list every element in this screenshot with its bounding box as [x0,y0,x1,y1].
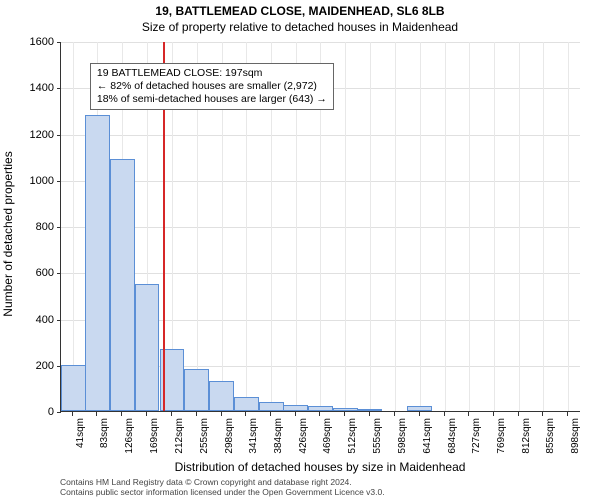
xtick-label: 426sqm [298,418,309,454]
xtick-label: 169sqm [149,418,160,454]
xtick-label: 641sqm [422,418,433,454]
ytick-mark [57,88,61,89]
xtick-label: 855sqm [545,418,556,454]
plot-area: 19 BATTLEMEAD CLOSE: 197sqm← 82% of deta… [60,42,580,412]
xtick-label: 512sqm [347,418,358,454]
histogram-bar [333,408,358,411]
ytick-label: 600 [18,267,54,279]
xtick-mark [245,412,246,416]
xtick-mark [394,412,395,416]
xtick-label: 341sqm [248,418,259,454]
xtick-mark [369,412,370,416]
xtick-label: 898sqm [570,418,581,454]
chart-area: 19 BATTLEMEAD CLOSE: 197sqm← 82% of deta… [60,42,580,412]
x-axis-label: Distribution of detached houses by size … [60,460,580,474]
attribution-line-2: Contains public sector information licen… [60,488,580,498]
xtick-label: 684sqm [447,418,458,454]
gridline-vertical [395,42,396,411]
ytick-mark [57,135,61,136]
histogram-bar [110,159,135,411]
attribution-text: Contains HM Land Registry data © Crown c… [60,478,580,498]
xtick-label: 126sqm [124,418,135,454]
y-axis-label: Number of detached properties [1,151,15,316]
xtick-label: 212sqm [174,418,185,454]
xtick-label: 83sqm [99,418,110,448]
xtick-mark [221,412,222,416]
annotation-line: ← 82% of detached houses are smaller (2,… [97,80,327,93]
histogram-bar [184,369,209,411]
chart-title-main: 19, BATTLEMEAD CLOSE, MAIDENHEAD, SL6 8L… [0,0,600,18]
xtick-mark [196,412,197,416]
ytick-mark [57,320,61,321]
xtick-label: 255sqm [199,418,210,454]
ytick-label: 1600 [18,36,54,48]
annotation-line: 18% of semi-detached houses are larger (… [97,93,327,106]
ytick-label: 400 [18,314,54,326]
xtick-mark [518,412,519,416]
histogram-bar [234,397,259,411]
xtick-mark [171,412,172,416]
ytick-mark [57,273,61,274]
annotation-box: 19 BATTLEMEAD CLOSE: 197sqm← 82% of deta… [90,63,334,110]
xtick-label: 769sqm [496,418,507,454]
histogram-bar [61,365,86,411]
xtick-mark [542,412,543,416]
histogram-bar [358,409,383,411]
histogram-bar [259,402,284,411]
ytick-label: 0 [18,406,54,418]
xtick-label: 598sqm [397,418,408,454]
annotation-line: 19 BATTLEMEAD CLOSE: 197sqm [97,67,327,80]
xtick-mark [567,412,568,416]
histogram-bar [209,381,234,411]
xtick-mark [295,412,296,416]
gridline-vertical [469,42,470,411]
gridline-vertical [445,42,446,411]
histogram-bar [308,406,333,411]
gridline-vertical [543,42,544,411]
ytick-label: 1200 [18,129,54,141]
xtick-label: 41sqm [75,418,86,448]
gridline-vertical [420,42,421,411]
histogram-bar [85,115,110,411]
xtick-mark [468,412,469,416]
gridline-vertical [494,42,495,411]
xtick-label: 384sqm [273,418,284,454]
ytick-label: 800 [18,221,54,233]
gridline-vertical [519,42,520,411]
xtick-label: 727sqm [471,418,482,454]
xtick-mark [270,412,271,416]
xtick-label: 812sqm [521,418,532,454]
ytick-label: 1400 [18,82,54,94]
xtick-mark [419,412,420,416]
xtick-mark [444,412,445,416]
ytick-label: 200 [18,360,54,372]
ytick-mark [57,181,61,182]
xtick-mark [72,412,73,416]
xtick-mark [146,412,147,416]
xtick-mark [344,412,345,416]
chart-title-sub: Size of property relative to detached ho… [0,18,600,38]
xtick-label: 555sqm [372,418,383,454]
xtick-label: 469sqm [322,418,333,454]
gridline-vertical [73,42,74,411]
histogram-bar [283,405,308,411]
xtick-mark [121,412,122,416]
histogram-bar [407,406,432,411]
ytick-label: 1000 [18,175,54,187]
xtick-label: 298sqm [224,418,235,454]
gridline-vertical [370,42,371,411]
xtick-mark [319,412,320,416]
ytick-mark [57,412,61,413]
gridline-vertical [568,42,569,411]
ytick-mark [57,42,61,43]
ytick-mark [57,227,61,228]
xtick-mark [493,412,494,416]
xtick-mark [96,412,97,416]
histogram-bar [135,284,160,411]
gridline-vertical [345,42,346,411]
